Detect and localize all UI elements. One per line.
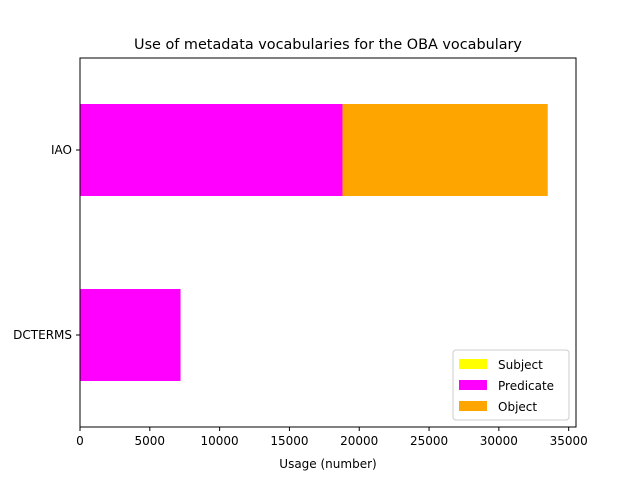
legend: Subject Predicate Object xyxy=(452,349,570,421)
legend-swatch-subject xyxy=(459,359,487,369)
bar-iao-object xyxy=(342,104,548,196)
legend-swatch-predicate xyxy=(459,380,487,390)
x-tick-label: 25000 xyxy=(410,434,448,448)
x-tick-label: 30000 xyxy=(480,434,518,448)
x-tick-label: 20000 xyxy=(340,434,378,448)
y-tick-label-dcterms: DCTERMS xyxy=(13,328,72,342)
x-tick-label: 0 xyxy=(76,434,84,448)
x-tick-label: 5000 xyxy=(135,434,166,448)
bar-iao-predicate xyxy=(80,104,343,196)
plot-frame xyxy=(79,57,577,428)
chart-title: Use of metadata vocabularies for the OBA… xyxy=(134,37,522,53)
x-tick-label: 10000 xyxy=(201,434,239,448)
legend-label-object: Object xyxy=(498,400,537,414)
x-tick-label: 15000 xyxy=(270,434,308,448)
y-axis-ticks: DCTERMS IAO xyxy=(13,143,80,342)
bar-dcterms-predicate xyxy=(80,289,181,381)
legend-label-subject: Subject xyxy=(498,358,543,372)
x-tick-label: 35000 xyxy=(550,434,588,448)
legend-swatch-object xyxy=(459,401,487,411)
y-tick-label-iao: IAO xyxy=(51,143,72,157)
legend-label-predicate: Predicate xyxy=(498,379,554,393)
bars-group xyxy=(80,104,548,381)
x-axis-label: Usage (number) xyxy=(279,457,376,471)
x-axis-ticks: 0 5000 10000 15000 20000 25000 30000 35000 xyxy=(76,427,588,448)
